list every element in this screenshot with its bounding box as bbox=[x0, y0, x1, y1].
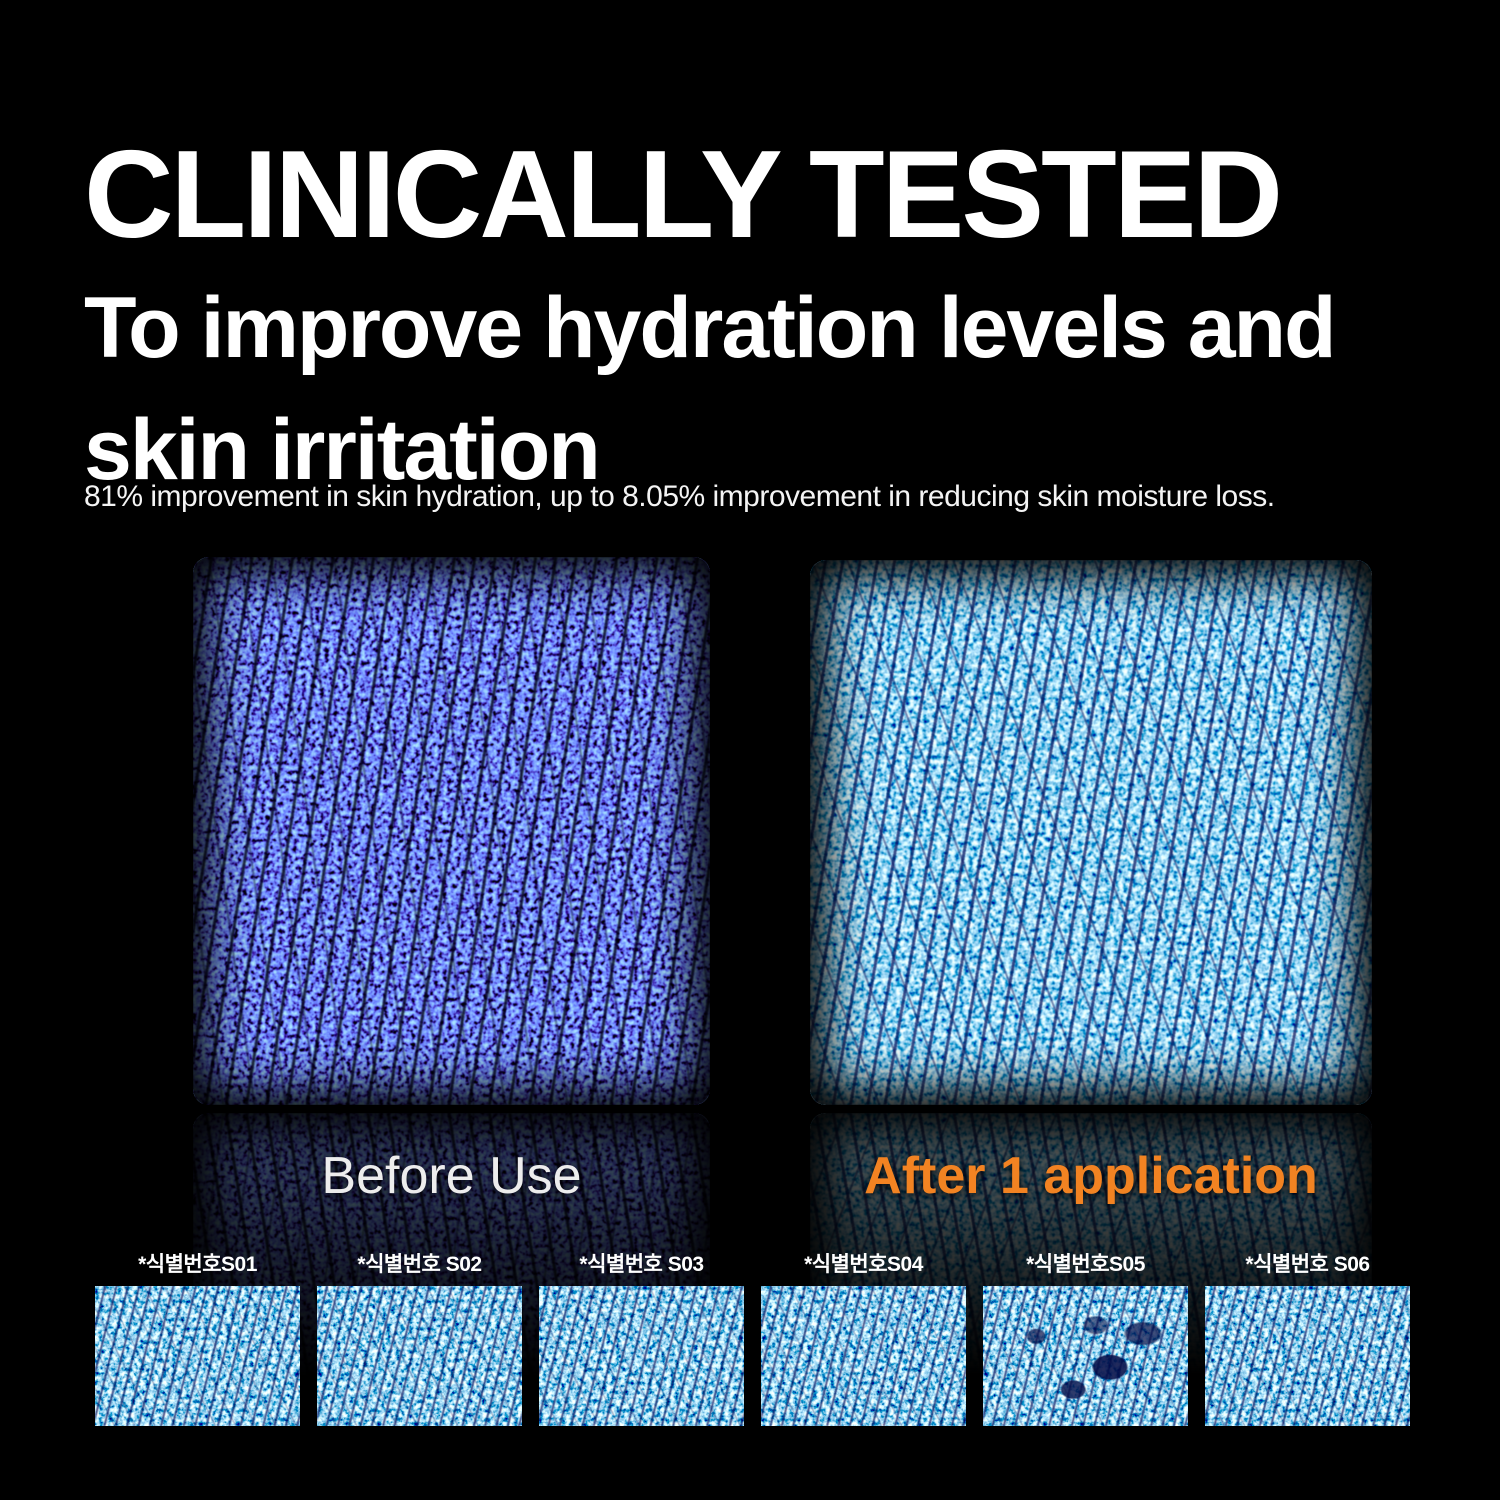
clinical-result-text: 81% improvement in skin hydration, up to… bbox=[84, 480, 1275, 513]
sample-item: *식별번호S04 bbox=[761, 1252, 966, 1426]
subtitle-line-1: To improve hydration levels and bbox=[84, 280, 1337, 377]
sample-texture bbox=[1205, 1286, 1410, 1426]
sample-texture bbox=[317, 1286, 522, 1426]
after-label: After 1 application bbox=[864, 1147, 1318, 1205]
page-subtitle: To improve hydration levels and skin irr… bbox=[84, 267, 1337, 511]
before-microscopy-image bbox=[193, 557, 710, 1105]
sample-item: *식별번호S01 bbox=[95, 1252, 300, 1426]
sample-item: *식별번호 S02 bbox=[317, 1252, 522, 1426]
sample-texture bbox=[983, 1286, 1188, 1426]
sample-thumbnail bbox=[317, 1286, 522, 1426]
sample-item: *식별번호 S03 bbox=[539, 1252, 744, 1426]
sample-thumbnail bbox=[539, 1286, 744, 1426]
sample-thumbnail bbox=[1205, 1286, 1410, 1426]
after-microscopy-image bbox=[810, 560, 1372, 1105]
sample-label: *식별번호S05 bbox=[1026, 1253, 1145, 1276]
sample-thumbnail bbox=[95, 1286, 300, 1426]
sample-thumbnail bbox=[761, 1286, 966, 1426]
after-texture bbox=[810, 560, 1372, 1105]
page-title: CLINICALLY TESTED bbox=[84, 126, 1283, 265]
sample-item: *식별번호 S06 bbox=[1205, 1252, 1410, 1426]
subtitle-line-2: skin irritation bbox=[84, 402, 601, 499]
sample-strip: *식별번호S01 *식별번호 S02 *식별번호 S03 *식별번호S04 bbox=[95, 1252, 1410, 1426]
sample-texture bbox=[95, 1286, 300, 1426]
sample-item: *식별번호S05 bbox=[983, 1252, 1188, 1426]
sample-texture bbox=[539, 1286, 744, 1426]
before-texture bbox=[193, 557, 710, 1105]
sample-label: *식별번호 S03 bbox=[579, 1253, 704, 1276]
sample-label: *식별번호S04 bbox=[804, 1253, 923, 1276]
sample-label: *식별번호S01 bbox=[138, 1253, 257, 1276]
sample-label: *식별번호 S06 bbox=[1245, 1253, 1370, 1276]
before-label: Before Use bbox=[321, 1147, 582, 1205]
sample-texture bbox=[761, 1286, 966, 1426]
sample-thumbnail bbox=[983, 1286, 1188, 1426]
sample-label: *식별번호 S02 bbox=[357, 1253, 482, 1276]
